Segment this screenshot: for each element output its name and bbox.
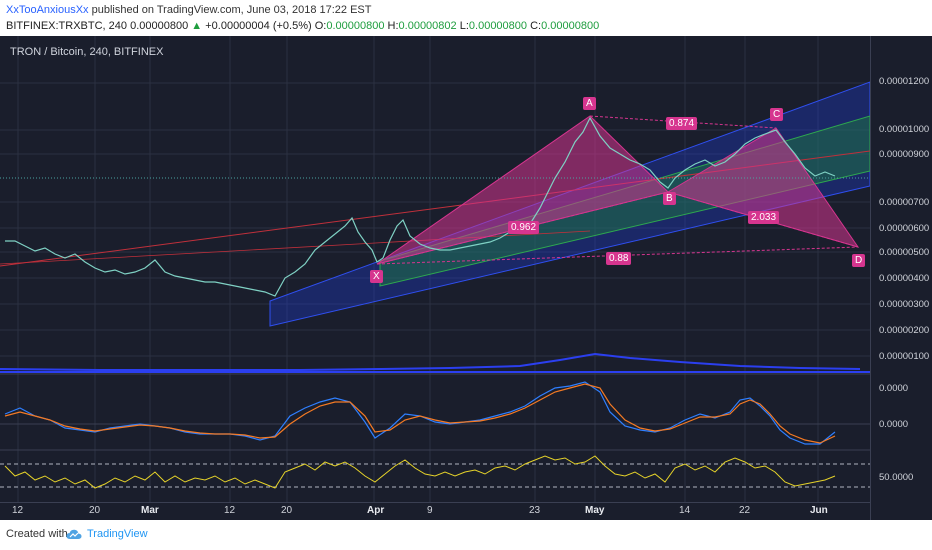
open-value: 0.00000800 <box>326 20 385 32</box>
price-label: 0.00000200 <box>879 325 930 336</box>
ratio-label-xb: 0.962 <box>508 221 540 234</box>
price-label: 0.00001000 <box>879 124 930 135</box>
footer: Created with TradingView <box>0 520 932 550</box>
ratio-label-bd: 2.033 <box>748 211 780 224</box>
publish-info: XxTooAnxiousXx published on TradingView.… <box>6 4 372 16</box>
price-chart-svg[interactable] <box>0 36 870 502</box>
volume-pane <box>0 352 870 373</box>
pattern-point-c[interactable]: C <box>770 108 784 121</box>
pattern-point-a[interactable]: A <box>583 97 596 110</box>
time-label: 22 <box>739 505 751 516</box>
price-label: 0.00000100 <box>879 351 930 362</box>
change-arrow-icon: ▲ <box>191 20 203 32</box>
volume-ma <box>0 352 861 371</box>
macd-axis-label: 0.0000 <box>879 419 909 430</box>
symbol-text: BITFINEX:TRXBTC, 240 <box>6 20 128 32</box>
price-series <box>5 116 836 297</box>
time-label: 12 <box>12 505 24 516</box>
price-label: 0.00000700 <box>879 197 930 208</box>
ratio-label-ac: 0.874 <box>666 117 698 130</box>
last-price: 0.00000800 <box>130 20 189 32</box>
time-label: 12 <box>224 505 236 516</box>
red-trendline-2 <box>0 230 591 265</box>
pattern-point-b[interactable]: B <box>663 192 676 205</box>
price-label: 0.00000600 <box>879 223 930 234</box>
macd-axis-label: 0.0000 <box>879 383 909 394</box>
pattern-point-d[interactable]: D <box>852 254 866 267</box>
chart-canvas[interactable]: TRON / Bitcoin, 240, BITFINEX A B C D X … <box>0 36 932 520</box>
pattern-point-x[interactable]: X <box>370 270 383 283</box>
pattern-line-ac <box>589 115 777 129</box>
price-label: 0.00000400 <box>879 273 930 284</box>
time-label: 20 <box>281 505 293 516</box>
macd-line <box>4 381 836 445</box>
time-axis[interactable]: 12 20 Mar 12 20 Apr 9 23 May 14 22 Jun <box>0 502 870 520</box>
close-label: C: <box>530 20 542 32</box>
change-value: +0.00000004 (+0.5%) <box>205 20 312 32</box>
time-label: Mar <box>141 505 159 516</box>
author-link[interactable]: XxTooAnxiousXx <box>6 4 89 16</box>
ratio-label-xd: 0.88 <box>606 252 632 265</box>
pattern-line-bd <box>667 191 859 248</box>
price-label: 0.00000900 <box>879 149 930 160</box>
signal-line <box>4 383 836 444</box>
time-label: 20 <box>89 505 101 516</box>
time-label: Apr <box>367 505 385 516</box>
open-label: O: <box>314 20 327 32</box>
close-value: 0.00000800 <box>541 20 600 32</box>
time-label: Jun <box>810 505 828 516</box>
high-label: H: <box>387 20 399 32</box>
macd-pane <box>0 381 870 445</box>
rsi-line <box>4 455 836 489</box>
tradingview-brand-link[interactable]: TradingView <box>87 528 148 540</box>
time-label: 14 <box>679 505 691 516</box>
time-label: May <box>585 505 605 516</box>
rsi-axis-label: 50.0000 <box>879 472 914 483</box>
price-label: 0.00000500 <box>879 247 930 258</box>
price-label: 0.00001200 <box>879 76 930 87</box>
publish-text: published on TradingView.com, June 03, 2… <box>91 4 372 16</box>
low-value: 0.00000800 <box>468 20 528 32</box>
price-label: 0.00000300 <box>879 299 930 310</box>
high-value: 0.00000802 <box>398 20 457 32</box>
ohlc-line: BITFINEX:TRXBTC, 240 0.00000800 ▲ +0.000… <box>6 20 599 32</box>
pane-separators <box>0 373 870 451</box>
time-label: 9 <box>427 505 433 516</box>
rsi-pane <box>0 455 870 489</box>
chart-header: XxTooAnxiousXx published on TradingView.… <box>0 0 932 36</box>
low-label: L: <box>459 20 469 32</box>
price-axis[interactable]: 0.00001200 0.00001000 0.00000900 0.00000… <box>870 36 932 520</box>
symbol-title: TRON / Bitcoin, 240, BITFINEX <box>10 46 164 58</box>
time-label: 23 <box>529 505 541 516</box>
tradingview-cloud-icon <box>66 529 82 539</box>
created-with-text: Created with <box>6 528 68 540</box>
